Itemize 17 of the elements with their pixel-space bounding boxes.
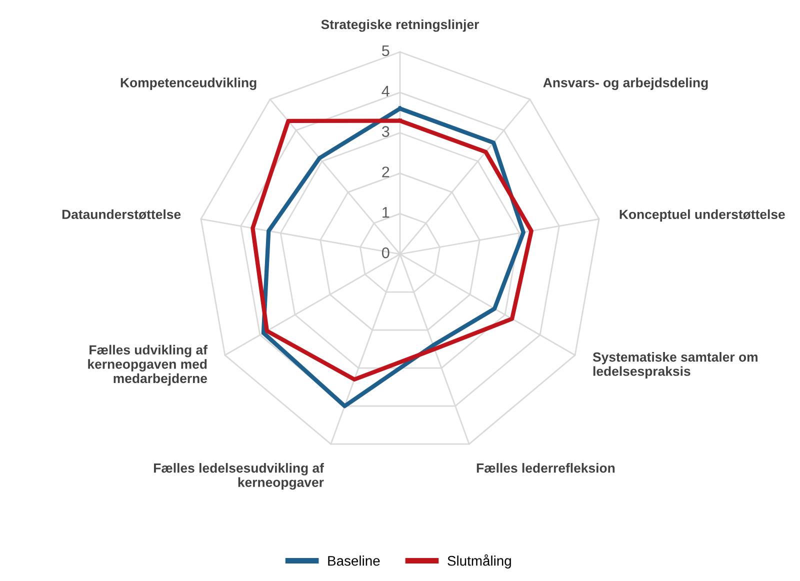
spoke-label: Fælles lederrefleksion	[476, 463, 615, 473]
spoke-label: Ansvars- og arbejdsdeling	[543, 78, 708, 90]
legend-label: Slutmåling	[448, 554, 511, 568]
y-tick-label: 1	[382, 207, 390, 218]
spoke-label: Strategiske retningslinjer	[321, 19, 479, 32]
spoke-label: Fælles ledelsesudvikling af kerneopgaver	[154, 463, 324, 490]
spoke-label: Fælles udvikling af kerneopgaven med medarbejderne	[88, 344, 208, 386]
y-tick-label: 4	[382, 86, 390, 96]
y-tick-label: 2	[382, 166, 390, 178]
legend-label: Baseline	[328, 556, 380, 566]
spoke-label: Kompetenceudvikling	[120, 78, 256, 90]
y-tick-label: 5	[382, 45, 390, 56]
y-tick-label: 3	[382, 126, 390, 137]
spoke-label: Systematiske samtaler om ledelsespraksis	[592, 352, 758, 379]
spoke-label: Konceptuel understøttelse	[620, 209, 785, 222]
spoke-label: Dataunderstøttelse	[62, 209, 181, 220]
y-tick-label: 0	[382, 247, 390, 258]
